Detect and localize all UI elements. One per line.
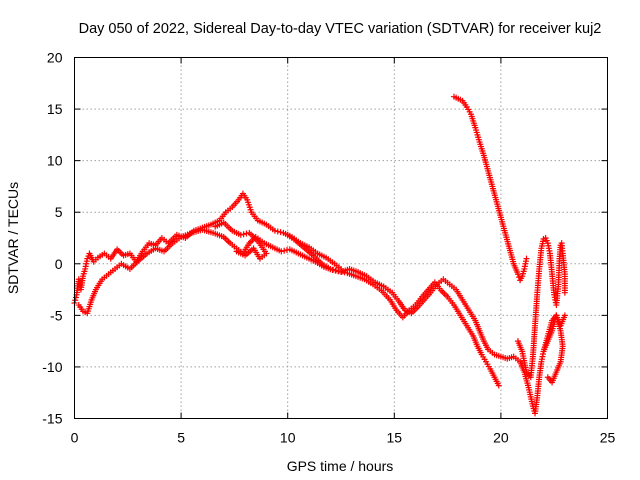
x-tick-label: 20	[493, 430, 509, 446]
data-point-trace	[281, 247, 288, 254]
data-point-trace	[333, 267, 340, 274]
data-point	[495, 382, 502, 389]
series-arc-5	[450, 93, 530, 284]
axis-ticks: 0 5 10 15 20 25 -15 -10 -5 0 5 10 15 20	[42, 50, 615, 446]
data-point-trace	[243, 230, 250, 237]
plot-frame	[74, 57, 608, 419]
data-point-trace	[72, 297, 79, 304]
y-tick-label: 20	[47, 50, 63, 66]
data-point	[561, 312, 568, 319]
data-point	[327, 265, 334, 272]
series-arc-7	[540, 312, 568, 355]
chart-title: Day 050 of 2022, Sidereal Day-to-day VTE…	[79, 21, 602, 37]
grid-lines	[74, 57, 608, 419]
y-tick-label: 15	[47, 101, 63, 117]
data-point	[233, 248, 240, 255]
data-point-trace	[338, 268, 345, 275]
y-tick-label: 10	[47, 153, 63, 169]
data-point-trace	[240, 231, 247, 238]
y-tick-label: 0	[55, 256, 63, 272]
data-point	[523, 255, 530, 262]
y-tick-label: -15	[42, 411, 62, 427]
data-point-trace	[330, 266, 337, 273]
data-point	[561, 289, 568, 296]
data-point	[278, 248, 285, 255]
x-tick-label: 10	[280, 430, 296, 446]
y-axis-label: SDTVAR / TECUs	[5, 182, 21, 294]
data-point-trace	[341, 269, 348, 276]
x-axis-label: GPS time / hours	[287, 458, 394, 474]
series-arc-3	[212, 219, 270, 262]
data-point-trace	[72, 294, 79, 301]
y-tick-label: 5	[55, 204, 63, 220]
data-point	[544, 374, 551, 381]
series-arc-4	[284, 231, 502, 389]
data-point-trace	[274, 228, 281, 235]
data-point	[237, 231, 244, 238]
data-point	[271, 227, 278, 234]
y-tick-label: -10	[42, 359, 62, 375]
series-arc-6	[514, 235, 568, 381]
data-point-trace	[277, 229, 284, 236]
x-tick-label: 25	[600, 430, 616, 446]
data-marks	[71, 93, 568, 417]
y-tick-label: -5	[50, 307, 63, 323]
data-point	[335, 268, 342, 275]
x-tick-label: 5	[177, 430, 185, 446]
x-tick-label: 15	[387, 430, 403, 446]
series-arc-2	[75, 226, 566, 417]
x-tick-label: 0	[71, 430, 79, 446]
